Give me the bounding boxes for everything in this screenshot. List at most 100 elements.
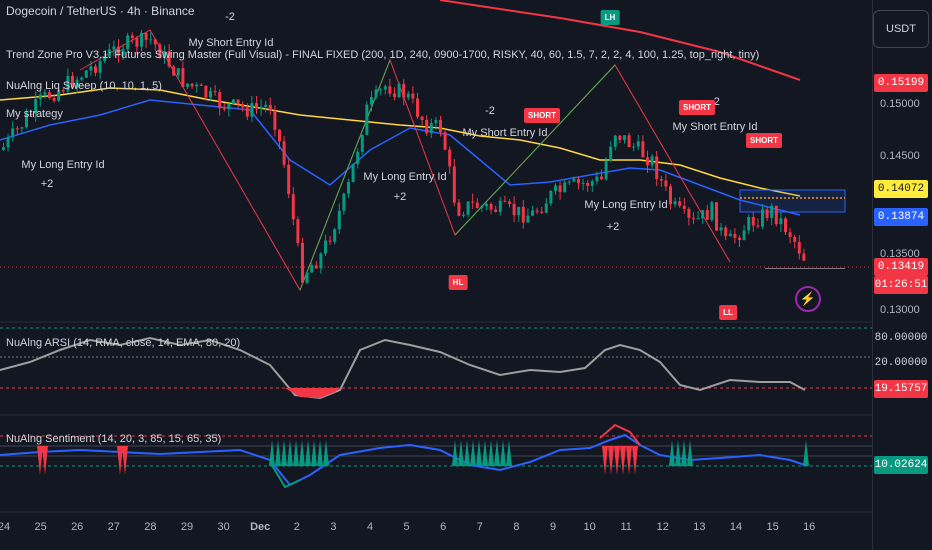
- time-axis-label: 25: [34, 521, 47, 533]
- bullish-spike: [311, 440, 317, 466]
- bullish-spike: [687, 440, 693, 466]
- candle-body: [347, 182, 350, 194]
- candle-body: [480, 206, 484, 209]
- sentiment-pane-label[interactable]: NuAlng Sentiment (14, 20, 3, 85, 15, 65,…: [6, 433, 222, 445]
- candle-body: [655, 156, 659, 180]
- candle-body: [130, 35, 134, 39]
- currency-button[interactable]: USDT: [873, 10, 929, 48]
- short-signal: SHORT: [746, 133, 782, 148]
- candle-body: [581, 182, 585, 184]
- candle-body: [172, 66, 176, 76]
- candle-body: [75, 79, 79, 88]
- bullish-spike: [275, 440, 281, 466]
- candle-body: [554, 185, 557, 192]
- long-plus2-1: +2: [40, 178, 54, 190]
- indicator-liq-label[interactable]: NuAlng Liq Sweep (10, 10, 1, 5): [6, 80, 162, 92]
- candle-body: [393, 93, 396, 98]
- candle-body: [199, 84, 203, 86]
- short-entry-label-3: My Short Entry Id: [672, 121, 758, 133]
- candle-body: [126, 35, 130, 50]
- chart-canvas[interactable]: [0, 0, 872, 550]
- candle-body: [549, 191, 553, 204]
- strategy-label[interactable]: My strategy: [6, 108, 63, 120]
- candle-body: [158, 44, 162, 59]
- candle-body: [222, 108, 226, 110]
- candle-body: [466, 201, 470, 215]
- candle-body: [572, 179, 576, 182]
- candle-body: [374, 89, 378, 98]
- bearish-spike: [620, 446, 626, 475]
- candle-body: [149, 39, 153, 41]
- sentiment-value-tag: 10.02624: [874, 456, 928, 474]
- candle-body: [80, 77, 84, 80]
- hl-marker: HL: [448, 275, 468, 290]
- candle-body: [526, 215, 530, 223]
- candle-body: [604, 160, 608, 180]
- candle-body: [140, 32, 143, 47]
- lightning-icon[interactable]: ⚡: [795, 286, 821, 312]
- time-axis-label: 27: [107, 521, 120, 533]
- candle-body: [420, 116, 424, 120]
- candle-body: [774, 205, 778, 225]
- candle-body: [692, 217, 695, 219]
- price-tick: 0.15000: [880, 98, 920, 110]
- candle-body: [494, 209, 498, 212]
- candle-body: [535, 210, 539, 212]
- indicator-trendzone-label[interactable]: Trend Zone Pro V3.1: Futures Swing Maste…: [6, 49, 760, 61]
- candle-body: [517, 206, 521, 216]
- bullish-spike: [494, 440, 500, 466]
- candle-body: [590, 181, 594, 186]
- bearish-spike: [632, 446, 638, 475]
- bearish-spike: [608, 446, 614, 475]
- time-axis-label: 26: [71, 521, 84, 533]
- symbol-title[interactable]: Dogecoin / TetherUS · 4h · Binance: [6, 4, 195, 18]
- bullish-spike: [803, 440, 809, 466]
- short-signal: SHORT: [524, 108, 560, 123]
- candle-body: [103, 56, 107, 61]
- candle-body: [558, 185, 562, 193]
- time-axis-label: 8: [513, 521, 520, 533]
- candle-body: [728, 233, 732, 237]
- candle-body: [632, 146, 636, 148]
- candle-body: [452, 166, 456, 203]
- short-minus2: -2: [225, 11, 235, 23]
- candle-body: [406, 93, 410, 98]
- candle-body: [163, 51, 166, 59]
- time-axis-label: 29: [180, 521, 194, 533]
- rsi-level-low: 20.00000: [874, 354, 928, 372]
- candle-body: [328, 240, 332, 242]
- time-axis-label: 28: [144, 521, 157, 533]
- rsi-pane-label[interactable]: NuAlng ARSI (14, RMA, close, 14, EMA, 80…: [6, 337, 241, 349]
- candle-body: [402, 83, 406, 98]
- bullish-spike: [506, 440, 512, 466]
- candle-body: [669, 186, 672, 205]
- candle-body: [779, 218, 783, 225]
- candle-body: [457, 202, 461, 216]
- candle-body: [153, 39, 157, 45]
- candle-body: [531, 210, 534, 216]
- blue-price-tag: 0.13874: [874, 208, 928, 226]
- ema-200-line: [439, 0, 801, 81]
- candle-body: [761, 209, 764, 227]
- candle-body: [738, 237, 741, 241]
- candle-body: [586, 182, 590, 186]
- candle-body: [66, 75, 70, 92]
- ll-marker: LL: [719, 305, 737, 320]
- candle-body: [356, 151, 360, 164]
- candle-body: [282, 141, 286, 165]
- candle-body: [788, 232, 792, 237]
- candle-body: [724, 227, 728, 237]
- candle-body: [521, 206, 525, 223]
- bullish-spike: [317, 440, 323, 466]
- time-axis-label: 3: [330, 521, 337, 533]
- candle-body: [84, 70, 88, 78]
- candle-body: [747, 217, 751, 231]
- bearish-spike: [626, 446, 632, 475]
- candle-body: [751, 217, 755, 226]
- zigzag-line-green: [299, 59, 616, 291]
- candle-body: [540, 211, 544, 213]
- candle-body: [425, 119, 429, 134]
- candle-body: [204, 85, 208, 98]
- candle-body: [236, 99, 240, 105]
- candle-body: [218, 92, 222, 109]
